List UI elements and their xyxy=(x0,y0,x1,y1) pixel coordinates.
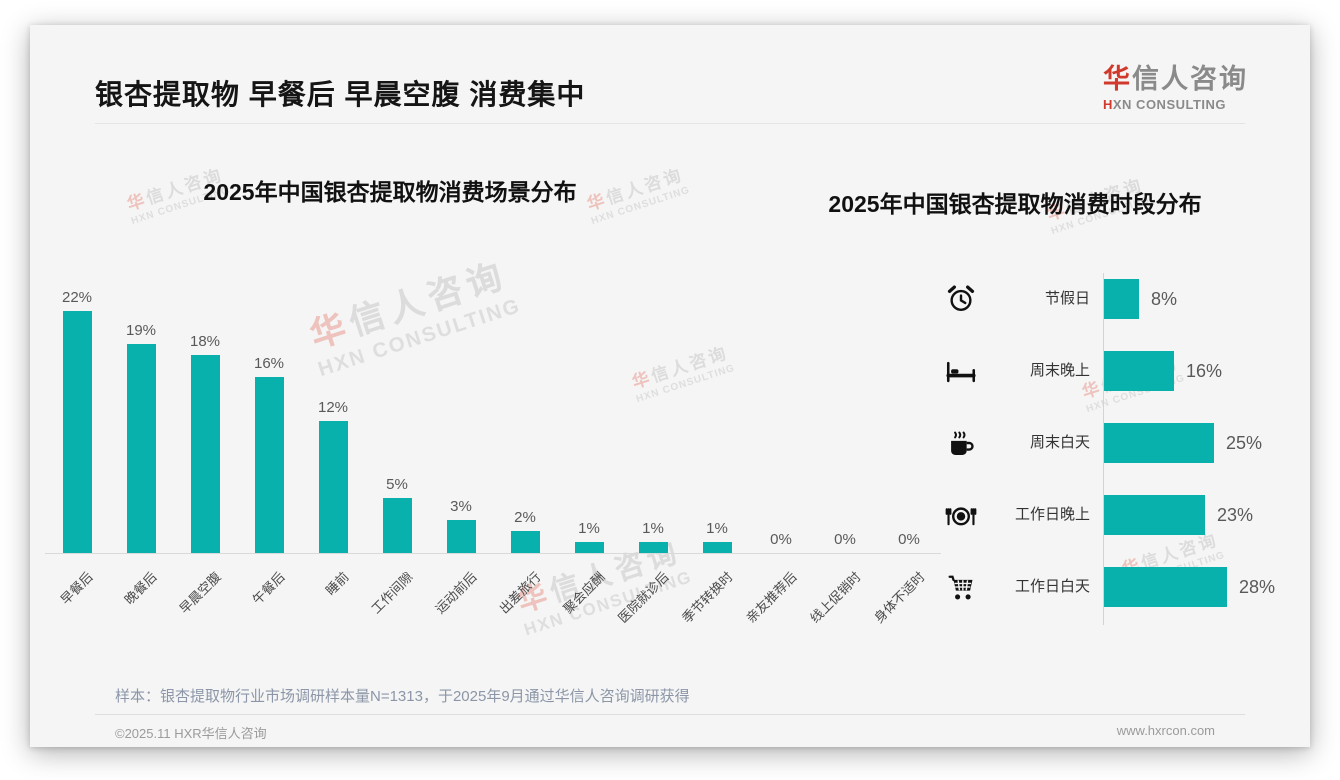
bar-value-label: 25% xyxy=(1226,433,1263,453)
sample-footnote: 样本：银杏提取物行业市场调研样本量N=1313，于2025年9月通过华信人咨询调… xyxy=(115,688,690,705)
bar-value-label: 5% xyxy=(386,476,408,493)
bar xyxy=(574,542,604,553)
alarm-clock-icon xyxy=(944,282,978,316)
bar-value-label: 1% xyxy=(642,520,664,537)
bar xyxy=(62,311,92,553)
bar-category-label: 季节转换时 xyxy=(679,569,736,626)
bar-category-label: 周末白天 xyxy=(1029,434,1090,451)
bar-value-label: 28% xyxy=(1239,577,1276,597)
bed-icon xyxy=(944,354,978,388)
bar-category-label: 晚餐后 xyxy=(121,569,160,608)
bar-column: 3% xyxy=(429,498,493,553)
bar-category-label: 午餐后 xyxy=(249,569,288,608)
bar-value-label: 0% xyxy=(834,531,856,548)
bar-category-label: 聚会应酬 xyxy=(560,569,608,617)
time-slot-row: 工作日白天 28% xyxy=(930,567,1302,607)
coffee-icon xyxy=(944,426,978,460)
right-chart-axis-line xyxy=(1103,273,1104,625)
bar xyxy=(254,377,284,553)
bar-column: 19% xyxy=(109,322,173,553)
title-divider xyxy=(95,123,1245,124)
bar-category-label: 周末晚上 xyxy=(1029,362,1090,379)
bar-value-label: 16% xyxy=(1186,361,1223,381)
bar xyxy=(638,542,668,553)
bar-category-label: 早晨空腹 xyxy=(176,569,224,617)
bar xyxy=(446,520,476,553)
bar-category-label: 医院就诊后 xyxy=(615,569,672,626)
left-bar-chart: 22% 19% 18% 16% 12% 5% 3% 2% 1% 1% 1% 0% 0% 0% xyxy=(45,283,941,554)
bar-value-label: 1% xyxy=(706,520,728,537)
right-chart-title: 2025年中国银杏提取物消费时段分布 xyxy=(828,191,1202,217)
right-bar-chart: 节假日 8% 周末晚上 16% 周末白天 25% 工作日晚上 23% 工作日白天 28% xyxy=(930,265,1302,637)
bar-category-label: 线上促销时 xyxy=(807,569,864,626)
bar-category-label: 早餐后 xyxy=(57,569,96,608)
bar xyxy=(1104,495,1205,535)
logo-english: HXN CONSULTING xyxy=(1103,97,1227,112)
footer-divider xyxy=(95,714,1245,715)
website-url: www.hxrcon.com xyxy=(1116,723,1215,738)
bar-value-label: 0% xyxy=(770,531,792,548)
bar-column: 1% xyxy=(621,520,685,553)
bar-category-label: 工作间隙 xyxy=(368,569,416,617)
report-card: 华信人咨询 HXN CONSULTING 华信人咨询 HXN CONSULTING 华信… xyxy=(30,25,1310,747)
bar-category-label: 亲友推荐后 xyxy=(743,569,800,626)
bar xyxy=(1104,351,1174,391)
bar xyxy=(1104,279,1139,319)
bar-value-label: 2% xyxy=(514,509,536,526)
bar xyxy=(1104,567,1227,607)
bar xyxy=(510,531,540,553)
bar xyxy=(702,542,732,553)
bar-value-label: 18% xyxy=(189,333,221,350)
dining-icon xyxy=(944,498,978,532)
bar-column: 12% xyxy=(301,399,365,553)
bar-value-label: 8% xyxy=(1151,289,1178,309)
bar-value-label: 12% xyxy=(317,399,349,416)
copyright-text: ©2025.11 HXR华信人咨询 xyxy=(115,726,267,741)
bar-value-label: 0% xyxy=(898,531,920,548)
bar-value-label: 1% xyxy=(578,520,600,537)
logo-chinese: 华信人咨询 xyxy=(1103,64,1248,94)
bar-column: 0% xyxy=(877,531,941,553)
bar xyxy=(126,344,156,553)
time-slot-row: 周末晚上 16% xyxy=(930,351,1302,391)
bar-value-label: 23% xyxy=(1217,505,1254,525)
shopping-cart-icon xyxy=(944,570,978,604)
left-chart-title: 2025年中国银杏提取物消费场景分布 xyxy=(203,179,577,205)
bar-column: 18% xyxy=(173,333,237,553)
time-slot-row: 周末白天 25% xyxy=(930,423,1302,463)
bar-category-label: 出差旅行 xyxy=(496,569,544,617)
bar-column: 1% xyxy=(685,520,749,553)
bar-category-label: 工作日白天 xyxy=(1014,578,1090,595)
bar-value-label: 3% xyxy=(450,498,472,515)
left-chart-axis-labels: 早餐后 晚餐后 早晨空腹 午餐后 睡前 工作间隙 运动前后 出差旅行 聚会应酬 医院就诊后 季节转换… xyxy=(45,555,941,647)
bar-column: 1% xyxy=(557,520,621,553)
bar xyxy=(382,498,412,553)
bar-category-label: 身体不适时 xyxy=(871,569,928,626)
bar-value-label: 16% xyxy=(253,355,285,372)
bar-category-label: 睡前 xyxy=(322,569,352,599)
bar-column: 5% xyxy=(365,476,429,553)
bar-column: 0% xyxy=(813,531,877,553)
bar-value-label: 19% xyxy=(125,322,157,339)
bar xyxy=(318,421,348,553)
bar xyxy=(190,355,220,553)
bar-category-label: 工作日晚上 xyxy=(1014,506,1090,523)
company-logo: 华信人咨询 HXN CONSULTING xyxy=(1103,57,1248,112)
bar-column: 22% xyxy=(45,289,109,553)
page-title: 银杏提取物 早餐后 早晨空腹 消费集中 xyxy=(95,79,586,110)
bar-category-label: 节假日 xyxy=(1044,290,1090,307)
bar-column: 2% xyxy=(493,509,557,553)
time-slot-row: 节假日 8% xyxy=(930,279,1302,319)
bar xyxy=(1104,423,1214,463)
bar-category-label: 运动前后 xyxy=(432,569,480,617)
bar-column: 0% xyxy=(749,531,813,553)
time-slot-row: 工作日晚上 23% xyxy=(930,495,1302,535)
bar-column: 16% xyxy=(237,355,301,553)
bar-value-label: 22% xyxy=(61,289,93,306)
